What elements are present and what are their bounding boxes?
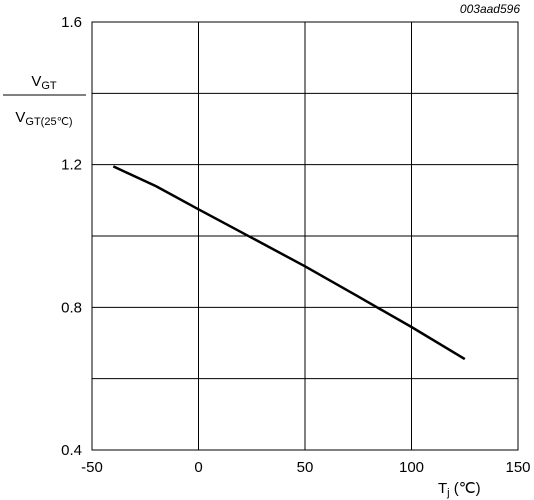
x-axis-label: Tj (℃) — [438, 480, 481, 499]
series-group — [112, 165, 466, 361]
x-tick-label: -50 — [81, 459, 103, 476]
y-tick-label: 1.2 — [61, 157, 82, 174]
plot-frame — [91, 21, 519, 451]
y-axis-label-denominator: VGT(25℃) — [15, 109, 72, 128]
x-tick-label: 150 — [505, 459, 530, 476]
y-tick-label: 0.8 — [61, 299, 82, 316]
grid-lines — [91, 21, 519, 451]
x-tick-label: 0 — [194, 459, 202, 476]
y-axis-label-numerator: VGT — [31, 73, 57, 92]
series-line — [112, 165, 466, 361]
y-tick-label: 1.6 — [61, 14, 82, 31]
y-tick-labels: 0.4 0.8 1.2 1.6 — [61, 14, 82, 459]
x-tick-label: 50 — [297, 459, 314, 476]
x-tick-labels: -50 0 50 100 150 — [81, 459, 530, 476]
x-tick-label: 100 — [399, 459, 424, 476]
y-tick-label: 0.4 — [61, 442, 82, 459]
figure-id: 003aad596 — [460, 2, 520, 16]
